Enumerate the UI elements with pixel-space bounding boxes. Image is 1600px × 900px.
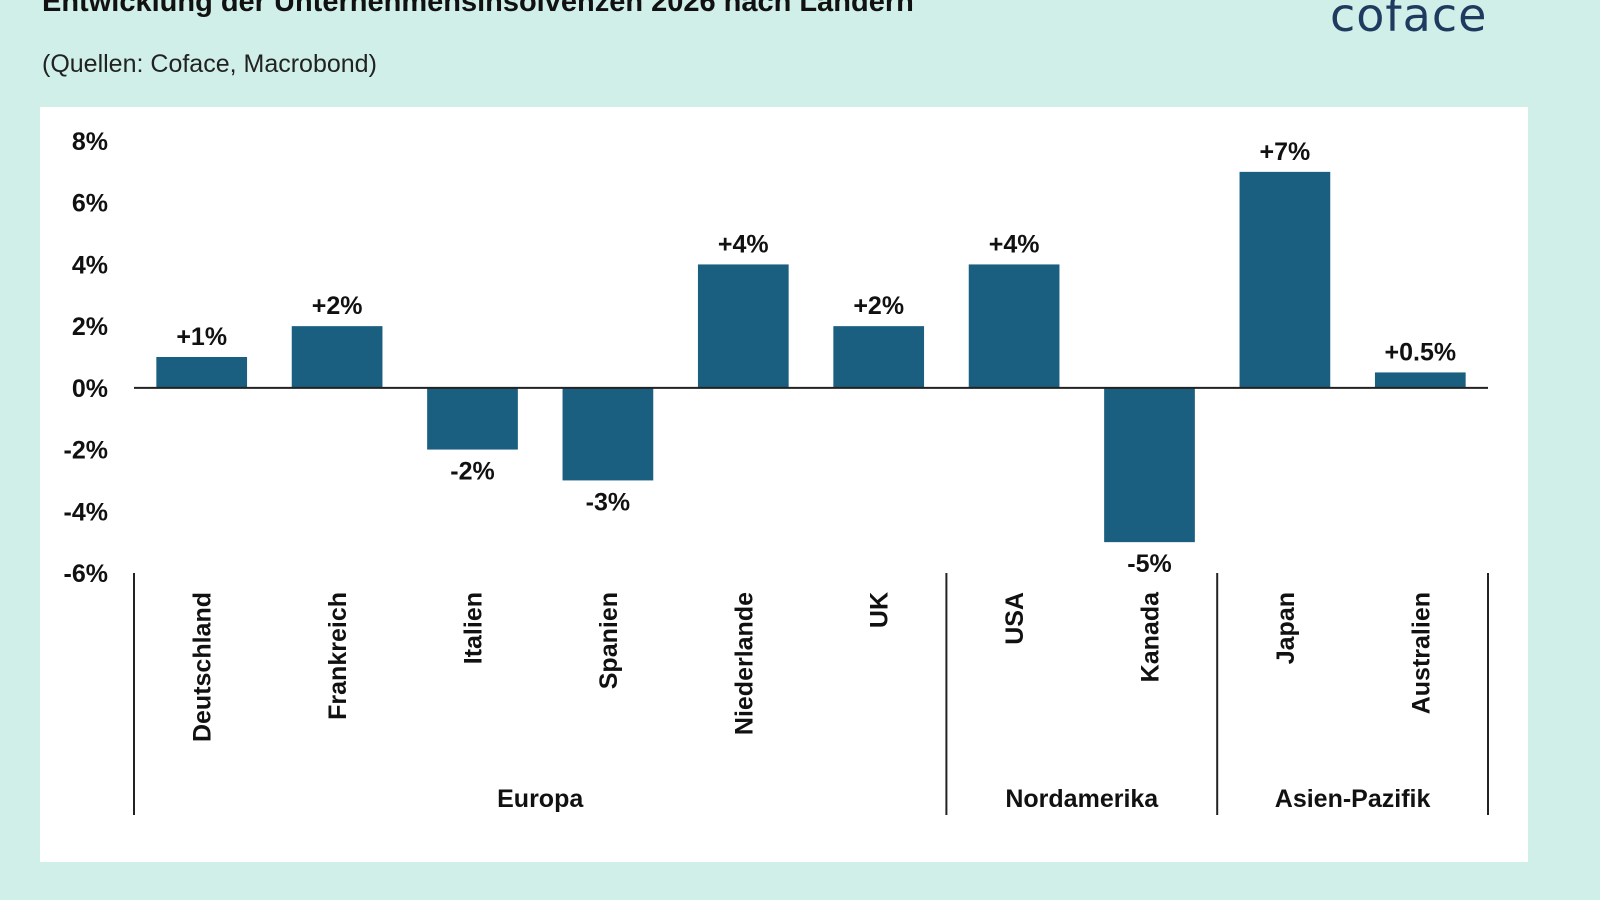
y-tick-label: 4% bbox=[72, 251, 108, 279]
chart-title: Entwicklung der Unternehmensinsolvenzen … bbox=[42, 0, 914, 18]
bar bbox=[697, 264, 789, 388]
data-label: +2% bbox=[312, 292, 363, 320]
bar bbox=[562, 387, 654, 481]
data-label: +4% bbox=[718, 230, 769, 258]
category-label: Frankreich bbox=[324, 592, 352, 720]
bar bbox=[1374, 372, 1466, 388]
category-label: Japan bbox=[1272, 592, 1300, 664]
y-tick-label: 8% bbox=[72, 128, 108, 156]
data-label: +7% bbox=[1260, 138, 1311, 166]
category-label: USA bbox=[1001, 592, 1029, 645]
category-label: Deutschland bbox=[189, 592, 217, 742]
group-label: Asien-Pazifik bbox=[1275, 785, 1431, 813]
bar bbox=[427, 387, 518, 450]
y-tick-label: 2% bbox=[72, 313, 108, 341]
y-tick-label: -6% bbox=[64, 560, 108, 588]
category-label: UK bbox=[866, 592, 894, 628]
coface-logo: coface bbox=[1330, 0, 1488, 42]
bar bbox=[1104, 387, 1195, 543]
data-label: -2% bbox=[450, 458, 494, 486]
group-label: Nordamerika bbox=[1005, 785, 1159, 813]
data-label: +2% bbox=[853, 292, 904, 320]
bar bbox=[968, 264, 1060, 388]
y-tick-label: 0% bbox=[72, 375, 108, 403]
bar bbox=[1239, 171, 1331, 388]
category-label: Niederlande bbox=[730, 592, 758, 735]
category-label: Italien bbox=[460, 592, 488, 664]
y-tick-label: 6% bbox=[72, 190, 108, 218]
data-label: -5% bbox=[1127, 550, 1171, 578]
data-label: +4% bbox=[989, 230, 1040, 258]
group-label: Europa bbox=[497, 785, 584, 813]
data-label: +0.5% bbox=[1385, 338, 1457, 366]
category-label: Spanien bbox=[595, 592, 623, 689]
bar bbox=[156, 357, 248, 388]
bar bbox=[833, 326, 925, 388]
y-tick-label: -2% bbox=[64, 437, 108, 465]
bar bbox=[291, 326, 383, 388]
y-tick-label: -4% bbox=[64, 498, 108, 526]
data-label: +1% bbox=[176, 323, 227, 351]
data-label: -3% bbox=[586, 488, 630, 516]
chart-subtitle: (Quellen: Coface, Macrobond) bbox=[42, 50, 377, 78]
category-label: Kanada bbox=[1137, 591, 1165, 682]
category-label: Australien bbox=[1407, 592, 1435, 714]
